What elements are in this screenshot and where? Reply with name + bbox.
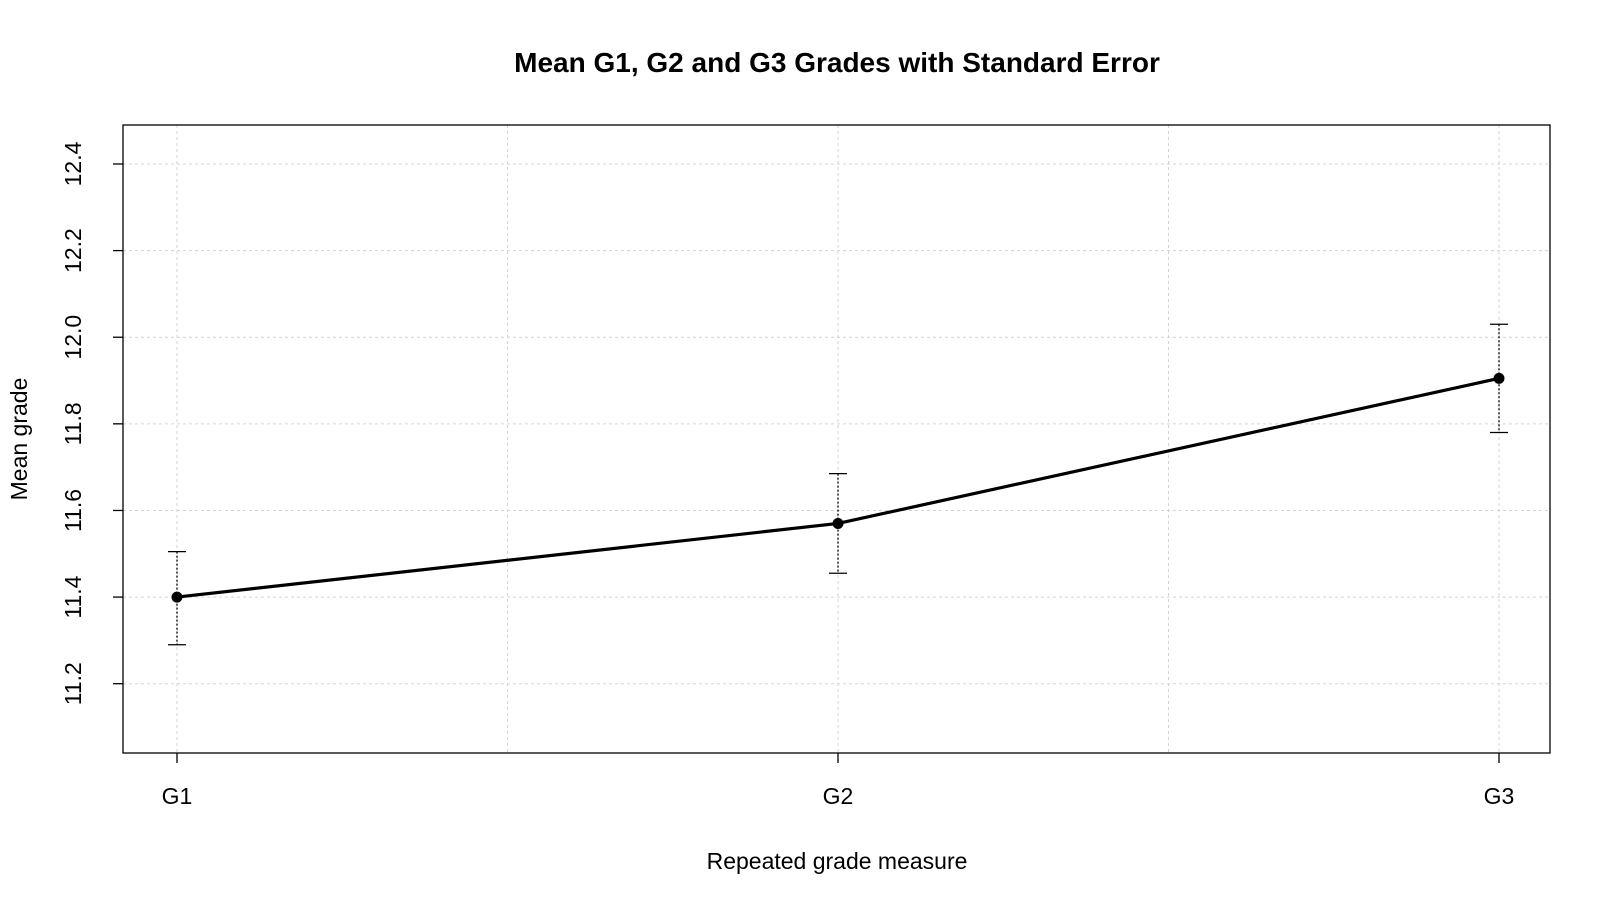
x-axis-label: Repeated grade measure [707, 848, 968, 874]
data-point [832, 517, 844, 529]
y-tick-label: 11.8 [60, 402, 86, 445]
grid [123, 125, 1550, 753]
y-tick-label: 12.0 [60, 315, 86, 360]
x-tick-label: G3 [1484, 783, 1515, 809]
y-tick-label: 12.2 [60, 228, 86, 273]
y-tick-label: 11.4 [60, 575, 86, 618]
y-axis-label: Mean grade [6, 378, 32, 501]
x-tick-label: G1 [162, 783, 193, 809]
chart-title: Mean G1, G2 and G3 Grades with Standard … [514, 47, 1160, 78]
x-axis: G1 G2 G3 [162, 753, 1515, 809]
y-axis: 11.2 11.4 11.6 11.8 12.0 12.2 12.4 [60, 141, 123, 705]
y-tick-label: 12.4 [60, 141, 86, 186]
y-tick-label: 11.2 [60, 662, 86, 705]
data-points [171, 372, 1505, 603]
data-point [1493, 372, 1505, 384]
data-point [171, 591, 183, 603]
x-tick-label: G2 [823, 783, 854, 809]
plot-frame [122, 124, 1551, 754]
y-tick-label: 11.6 [60, 489, 86, 532]
